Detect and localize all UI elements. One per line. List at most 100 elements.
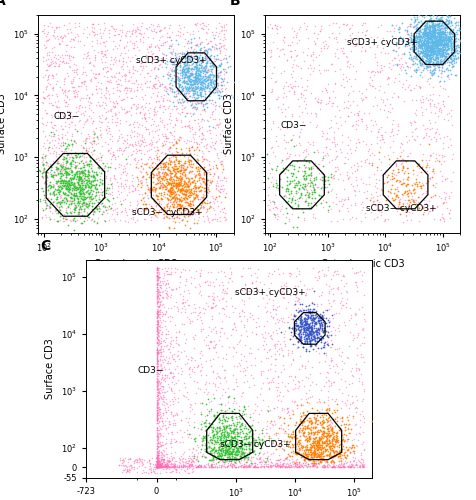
Point <box>159 395 167 403</box>
Point <box>312 436 320 444</box>
Point <box>192 50 200 58</box>
Point <box>406 120 414 128</box>
Point <box>402 164 410 172</box>
Point <box>418 48 426 56</box>
Point <box>185 364 193 372</box>
Point <box>336 297 344 305</box>
Point <box>330 326 338 334</box>
Point <box>265 461 273 469</box>
Point <box>42 85 50 93</box>
Point <box>318 444 326 452</box>
Point <box>293 460 300 468</box>
Point <box>66 197 73 205</box>
Point <box>156 346 164 354</box>
Point <box>288 458 295 466</box>
Point <box>164 104 171 112</box>
Point <box>387 128 395 136</box>
Point <box>182 457 189 465</box>
Point <box>240 308 248 316</box>
Point <box>330 67 338 75</box>
Point <box>461 57 469 65</box>
Point <box>425 80 432 88</box>
Point <box>249 462 257 470</box>
Point <box>303 76 310 84</box>
Point <box>360 92 368 100</box>
Point <box>251 462 258 470</box>
Point <box>398 159 406 167</box>
Point <box>425 24 433 32</box>
Point <box>195 85 203 93</box>
Point <box>415 164 422 172</box>
Point <box>60 182 68 190</box>
Point <box>169 58 177 66</box>
Point <box>203 180 211 188</box>
Point <box>441 34 449 42</box>
Point <box>184 468 192 476</box>
Point <box>183 388 191 396</box>
Point <box>239 460 247 468</box>
Point <box>286 198 294 205</box>
Point <box>80 80 88 88</box>
Point <box>98 178 106 186</box>
Point <box>218 126 225 134</box>
Point <box>406 36 414 44</box>
Point <box>311 318 319 326</box>
Point <box>201 370 209 378</box>
Point <box>233 444 241 452</box>
Point <box>340 399 348 407</box>
Point <box>423 49 430 57</box>
Point <box>306 339 313 347</box>
Point <box>155 288 162 296</box>
Point <box>308 462 316 470</box>
Point <box>44 144 52 152</box>
Point <box>392 192 399 200</box>
Point <box>163 464 170 472</box>
Point <box>194 66 201 74</box>
Point <box>155 199 162 207</box>
Point <box>227 434 234 442</box>
Point <box>204 342 212 349</box>
Point <box>204 72 212 80</box>
Point <box>296 316 304 324</box>
Point <box>300 310 308 318</box>
Point <box>327 330 335 338</box>
Point <box>60 218 68 226</box>
Point <box>120 180 128 188</box>
Point <box>162 462 169 469</box>
Point <box>269 148 277 156</box>
Point <box>206 83 213 91</box>
Point <box>189 30 197 38</box>
Point <box>193 140 200 147</box>
Point <box>152 160 160 168</box>
Point <box>156 460 164 468</box>
Point <box>416 84 423 92</box>
Point <box>145 456 153 464</box>
Point <box>317 324 325 332</box>
Point <box>201 54 209 62</box>
Point <box>163 200 170 208</box>
Point <box>280 281 288 289</box>
Point <box>192 63 199 71</box>
Point <box>240 462 248 470</box>
Point <box>154 447 161 455</box>
Point <box>454 42 462 50</box>
Point <box>213 84 220 92</box>
Point <box>185 201 193 209</box>
Point <box>313 437 320 445</box>
Point <box>169 218 177 226</box>
Point <box>425 15 433 23</box>
Point <box>251 318 259 326</box>
Point <box>273 430 281 438</box>
Point <box>198 57 205 65</box>
Point <box>177 162 185 170</box>
Point <box>115 56 122 64</box>
Point <box>312 452 320 460</box>
Point <box>161 371 169 379</box>
Point <box>235 432 242 440</box>
Point <box>423 25 431 33</box>
Point <box>253 394 261 402</box>
Point <box>153 432 161 440</box>
Point <box>80 190 88 198</box>
Point <box>189 46 197 54</box>
Point <box>255 455 262 463</box>
